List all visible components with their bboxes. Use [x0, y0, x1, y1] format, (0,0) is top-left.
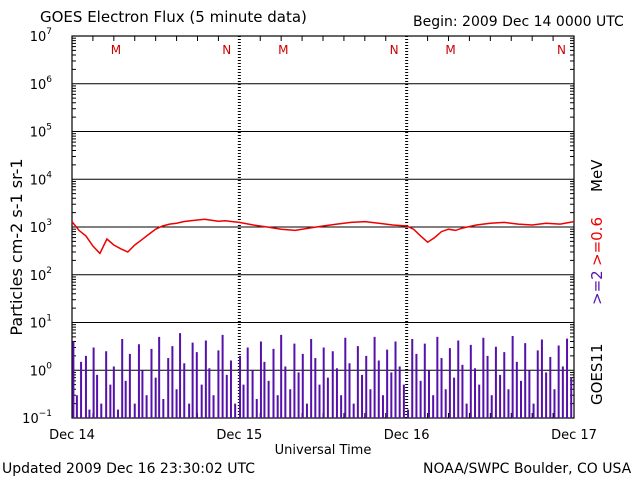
- x-tick-label: Dec 14: [49, 428, 95, 443]
- x-axis-label: Universal Time: [275, 443, 372, 458]
- y-tick-label: 102: [30, 266, 52, 284]
- day-marker-m: M: [445, 43, 455, 57]
- satellite-label: GOES11: [588, 343, 606, 405]
- y-tick-label: 104: [30, 170, 53, 188]
- x-tick-label: Dec 16: [384, 428, 430, 443]
- y-tick-label: 107: [30, 27, 52, 45]
- day-marker-n: N: [557, 43, 566, 57]
- y-tick-label: 101: [30, 314, 52, 332]
- line-series-06mev: [71, 218, 575, 255]
- day-marker-m: M: [278, 43, 288, 57]
- day-marker-n: N: [222, 43, 231, 57]
- y-tick-label: 105: [30, 123, 52, 141]
- y-tick-label: 10−1: [22, 409, 52, 427]
- x-tick-label: Dec 17: [551, 428, 597, 443]
- x-tick-label: Dec 15: [216, 428, 262, 443]
- day-marker-m: M: [111, 43, 121, 57]
- y-tick-label: 100: [30, 361, 53, 379]
- begin-time-label: Begin: 2009 Dec 14 0000 UTC: [413, 14, 624, 30]
- updated-timestamp: Updated 2009 Dec 16 23:30:02 UTC: [2, 461, 256, 477]
- y-tick-label: 103: [30, 218, 52, 236]
- y-axis-label: Particles cm-2 s-1 sr-1: [7, 158, 26, 335]
- day-marker-n: N: [390, 43, 399, 57]
- right-label-2mev: >=2: [588, 270, 606, 305]
- y-tick-label: 106: [30, 75, 53, 93]
- chart-title: GOES Electron Flux (5 minute data): [40, 8, 307, 26]
- credit-label: NOAA/SWPC Boulder, CO USA: [423, 461, 632, 477]
- right-label-06mev: >=0.6: [588, 217, 606, 266]
- right-label-unit: MeV: [588, 159, 606, 192]
